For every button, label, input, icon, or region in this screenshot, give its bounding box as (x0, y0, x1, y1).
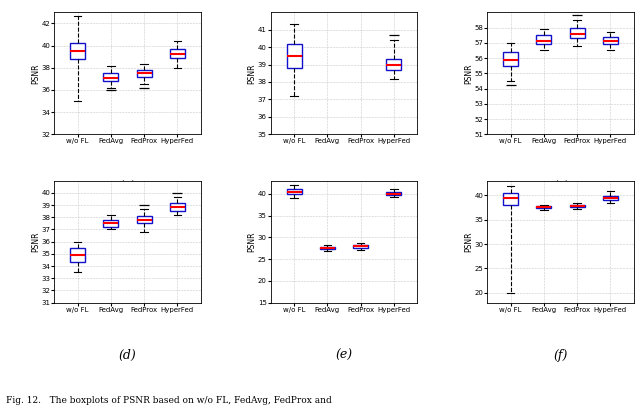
Y-axis label: PSNR: PSNR (31, 63, 40, 83)
PathPatch shape (570, 204, 584, 207)
Y-axis label: PSNR: PSNR (31, 231, 40, 252)
PathPatch shape (503, 52, 518, 66)
PathPatch shape (70, 43, 85, 59)
PathPatch shape (570, 27, 584, 38)
Text: Fig. 12.   The boxplots of PSNR based on w/o FL, FedAvg, FedProx and: Fig. 12. The boxplots of PSNR based on w… (6, 396, 332, 405)
Text: (e): (e) (335, 349, 353, 362)
Y-axis label: PSNR: PSNR (464, 63, 473, 83)
PathPatch shape (287, 44, 301, 68)
Text: (f): (f) (554, 349, 568, 362)
Text: (c): (c) (552, 181, 569, 193)
Text: (b): (b) (335, 181, 353, 193)
PathPatch shape (536, 206, 551, 209)
PathPatch shape (170, 202, 185, 211)
PathPatch shape (170, 49, 185, 58)
PathPatch shape (353, 245, 368, 248)
PathPatch shape (503, 193, 518, 205)
PathPatch shape (387, 59, 401, 70)
PathPatch shape (104, 73, 118, 81)
Y-axis label: PSNR: PSNR (247, 231, 256, 252)
Y-axis label: PSNR: PSNR (247, 63, 256, 83)
Text: (a): (a) (119, 181, 136, 193)
PathPatch shape (603, 37, 618, 44)
PathPatch shape (137, 216, 152, 223)
PathPatch shape (536, 35, 551, 44)
PathPatch shape (137, 70, 152, 76)
PathPatch shape (320, 247, 335, 249)
Text: (d): (d) (118, 349, 136, 362)
PathPatch shape (104, 220, 118, 227)
PathPatch shape (70, 248, 85, 263)
PathPatch shape (603, 196, 618, 200)
Y-axis label: PSNR: PSNR (464, 231, 473, 252)
PathPatch shape (287, 189, 301, 194)
PathPatch shape (387, 192, 401, 196)
